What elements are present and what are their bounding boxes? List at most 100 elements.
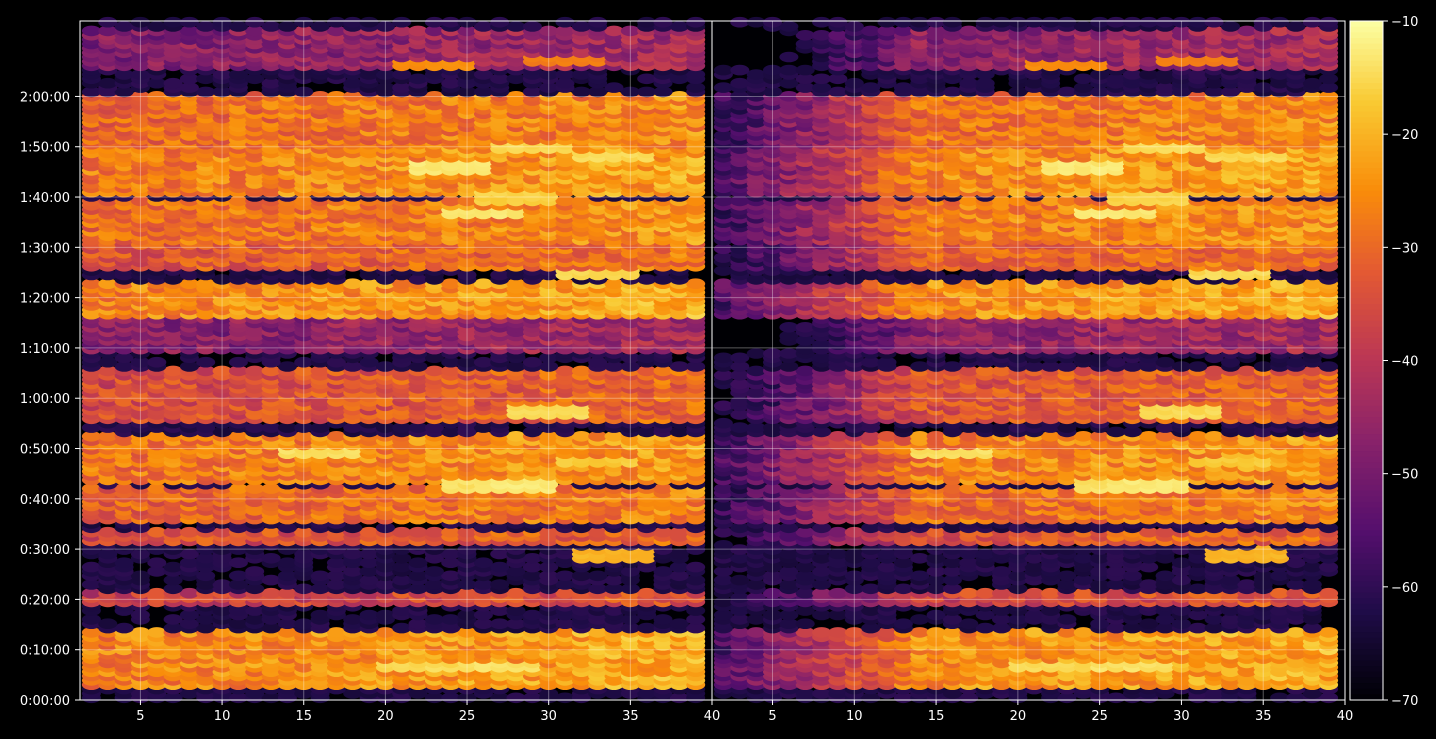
heat-cell-p1-ch22 [408, 73, 428, 85]
heat-cell-p1-ch32 [571, 365, 591, 377]
heat-cell-p1-ch38 [669, 618, 689, 629]
heat-cell-p1-ch7 [163, 365, 183, 377]
heat-cell-p1-ch38 [669, 361, 689, 372]
heat-cell-p1-ch16 [310, 570, 330, 582]
heat-cell-p1-ch28 [506, 605, 526, 616]
heat-cells [81, 16, 1339, 704]
heat-cell-p1-ch10 [212, 627, 232, 638]
heat-cell-p1-ch36 [637, 622, 657, 634]
heat-cell-p1-ch35 [620, 614, 640, 625]
heat-cell-p1-ch29 [522, 609, 542, 621]
heat-cell-p1-ch5 [130, 627, 150, 638]
heat-cell-p1-ch34 [604, 82, 624, 93]
heat-cell-p1-ch29 [522, 553, 542, 564]
heat-cell-p1-ch36 [637, 587, 657, 599]
heat-cell-p1-ch14 [277, 361, 297, 372]
heat-cell-p1-ch22 [408, 688, 428, 699]
heat-cell-p1-ch26 [473, 278, 493, 290]
heat-cell-p1-ch9 [196, 356, 216, 368]
heat-cell-p1-ch31 [555, 365, 575, 377]
heat-cell-p1-ch21 [392, 605, 412, 616]
heat-cell-p1-ch39 [686, 278, 706, 290]
heat-cell-p1-ch39 [686, 561, 706, 573]
heat-cell-p1-ch7 [163, 561, 183, 573]
heat-cell-p1-ch28 [506, 618, 526, 629]
heat-cell-p1-ch27 [490, 579, 510, 590]
heat-cell-p1-ch13 [261, 574, 281, 586]
heat-cell-p1-ch21 [392, 622, 412, 634]
heat-cell-p1-ch17 [326, 431, 346, 442]
heat-cell-p1-ch24 [441, 570, 461, 582]
heat-cell-p1-ch17 [326, 627, 346, 638]
heat-cell-p1-ch13 [261, 622, 281, 634]
heat-cell-p1-ch39 [686, 614, 706, 625]
heat-cell-p1-ch6 [147, 526, 167, 538]
heat-cell-p1-ch15 [294, 618, 314, 629]
heat-cell-p1-ch8 [179, 609, 199, 621]
heat-cell-p1-ch22 [408, 618, 428, 629]
heat-cell-p1-ch11 [228, 618, 248, 629]
heat-cell-p1-ch23 [424, 566, 444, 577]
heat-cell-p1-ch22 [408, 557, 428, 568]
heat-cell-p1-ch31 [555, 627, 575, 638]
heat-cell-p1-ch35 [620, 622, 640, 634]
heat-cell-p1-ch5 [130, 688, 150, 699]
heat-cell-p1-ch11 [228, 570, 248, 582]
heat-cell-p1-ch18 [343, 688, 363, 699]
heat-cell-p1-ch5 [130, 609, 150, 621]
heat-cell-p1-ch4 [114, 622, 134, 634]
heat-cell-p1-ch23 [424, 365, 444, 377]
heat-cell-p1-ch34 [604, 605, 624, 616]
heat-cell-p1-ch12 [245, 605, 265, 616]
heat-cell-p1-ch23 [424, 614, 444, 625]
heat-cell-p1-ch2 [81, 627, 101, 638]
heat-cell-p1-ch2 [81, 561, 101, 573]
heat-cell-p1-ch20 [375, 627, 395, 638]
heat-cell-p1-ch7 [163, 614, 183, 625]
heat-cell-p1-ch32 [571, 431, 591, 442]
heat-cell-p1-ch30 [539, 688, 559, 699]
heat-cell-p1-ch7 [163, 622, 183, 634]
heat-cell-p1-ch3 [98, 77, 118, 89]
heat-cell-p1-ch9 [196, 622, 216, 634]
heat-cell-p1-ch7 [163, 77, 183, 89]
heat-cell-p1-ch8 [179, 548, 199, 560]
heat-cell-p1-ch20 [375, 609, 395, 621]
heat-cell-p1-ch22 [408, 526, 428, 538]
heat-cell-p1-ch36 [637, 688, 657, 699]
heat-cell-p1-ch8 [179, 526, 199, 538]
heat-cell-p1-ch8 [179, 618, 199, 629]
heat-cell-p1-ch10 [212, 605, 232, 616]
heat-cell-p1-ch31 [555, 618, 575, 629]
heat-cell-p1-ch14 [277, 627, 297, 638]
heat-cell-p1-ch29 [522, 356, 542, 368]
heat-cell-p1-ch11 [228, 557, 248, 568]
heat-cell-p1-ch14 [277, 557, 297, 568]
heat-cell-p1-ch36 [637, 86, 657, 98]
heat-cell-p1-ch13 [261, 553, 281, 564]
heat-cell-p1-ch13 [261, 587, 281, 599]
heat-cell-p1-ch28 [506, 587, 526, 599]
heat-cell-p1-ch23 [424, 526, 444, 538]
heat-cell-p1-ch28 [506, 431, 526, 442]
heat-cell-p1-ch39 [686, 605, 706, 616]
heat-cell-p1-ch24 [441, 548, 461, 560]
heat-cell-p1-ch6 [147, 627, 167, 638]
heat-cell-p1-ch4 [114, 557, 134, 568]
heat-cell-p1-ch2 [81, 614, 101, 625]
heat-cell-p1-ch31 [555, 570, 575, 582]
heat-cell-p1-ch32 [571, 86, 591, 98]
heat-cell-p1-ch12 [245, 365, 265, 377]
heat-cell-p1-ch25 [457, 609, 477, 621]
heat-cell-p1-ch12 [245, 614, 265, 625]
heat-cell-p1-ch26 [473, 356, 493, 368]
heat-cell-p1-ch36 [637, 274, 657, 285]
heat-cell-p1-ch16 [310, 609, 330, 621]
heat-cell-p1-ch3 [98, 526, 118, 538]
heat-cell-p1-ch19 [359, 526, 379, 538]
heat-cell-p1-ch27 [490, 605, 510, 616]
heat-cell-p1-ch8 [179, 688, 199, 699]
heat-cell-p1-ch8 [179, 587, 199, 599]
heat-cell-p1-ch27 [490, 618, 510, 629]
